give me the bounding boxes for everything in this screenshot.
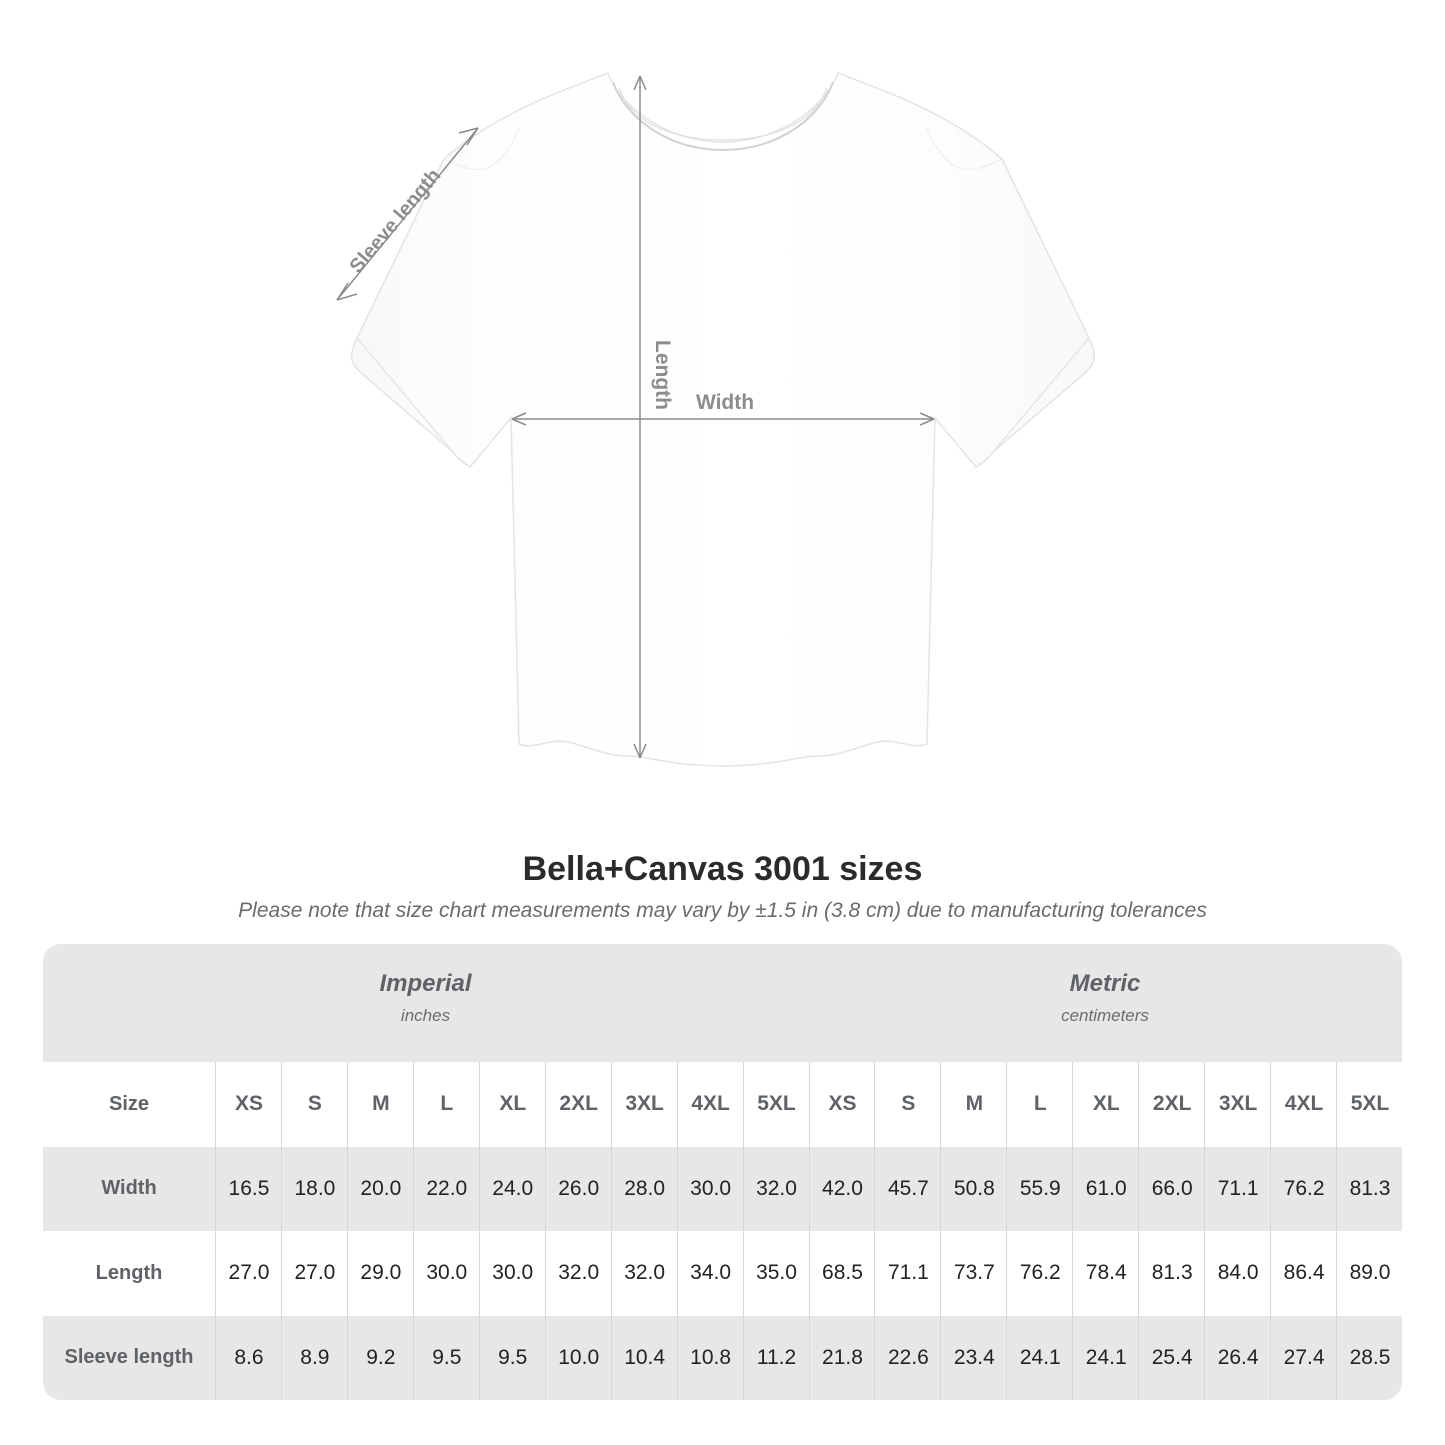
svg-text:Sleeve length: Sleeve length xyxy=(346,165,446,278)
svg-text:Width: Width xyxy=(696,391,754,414)
svg-text:Length: Length xyxy=(651,340,674,410)
